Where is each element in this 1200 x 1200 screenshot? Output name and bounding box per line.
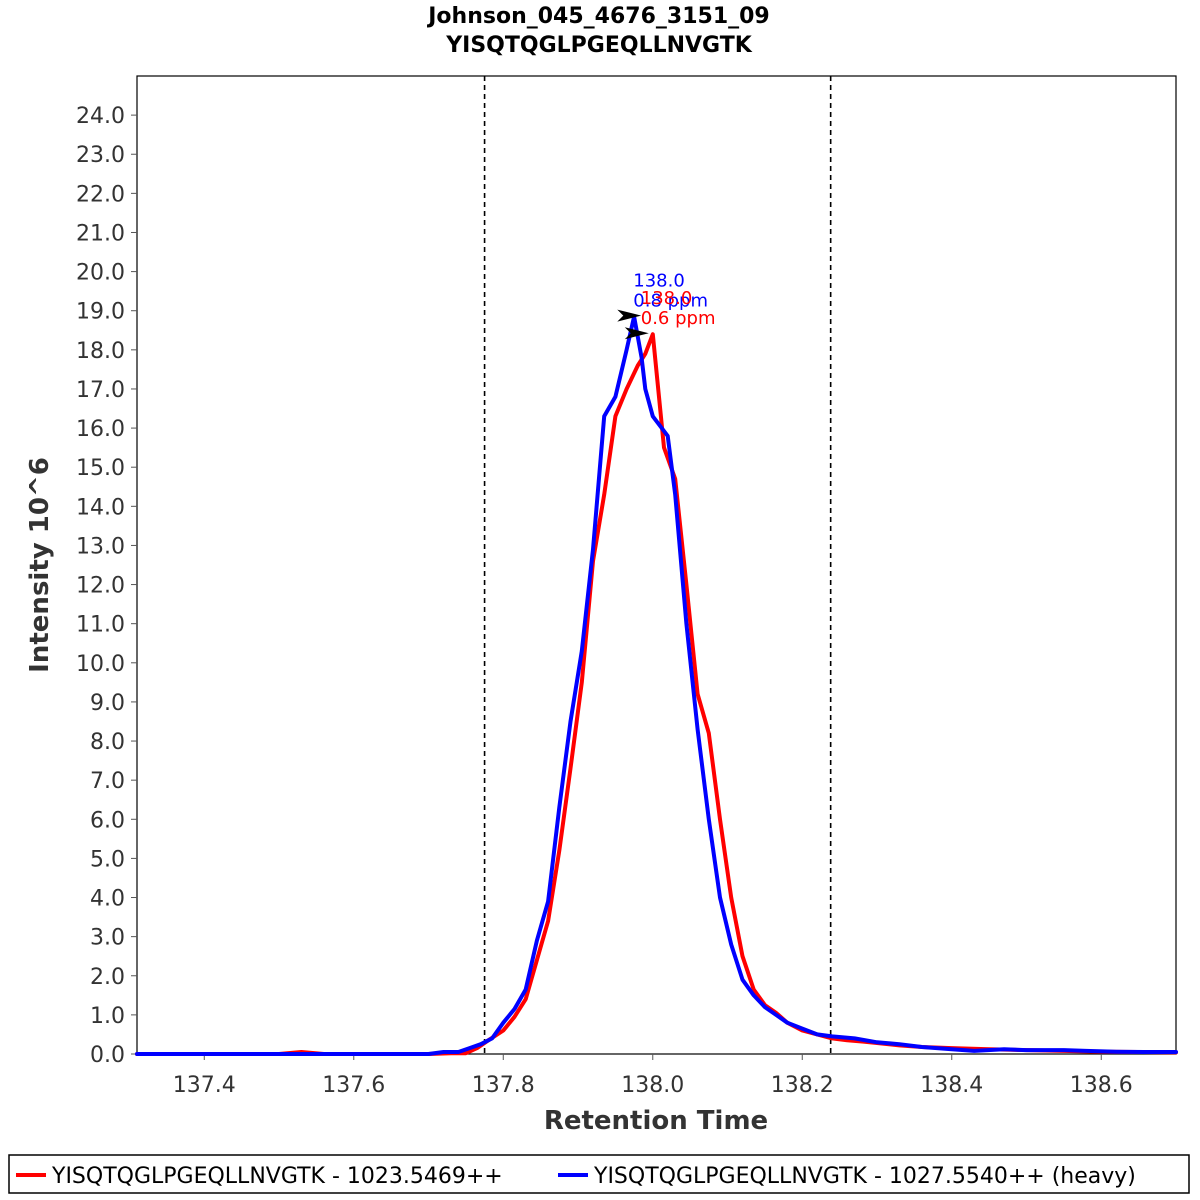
y-tick-label: 16.0 bbox=[76, 417, 125, 442]
y-tick-label: 2.0 bbox=[90, 965, 125, 990]
y-tick-label: 9.0 bbox=[90, 691, 125, 716]
peak-ppm-label: 0.6 ppm bbox=[641, 308, 716, 329]
y-tick-label: 4.0 bbox=[90, 887, 125, 912]
peak-ppm-label: 0.8 ppm bbox=[633, 291, 708, 312]
y-tick-label: 19.0 bbox=[76, 300, 125, 325]
y-tick-label: 15.0 bbox=[76, 456, 125, 481]
y-tick-label: 11.0 bbox=[76, 613, 125, 638]
x-tick-label: 138.4 bbox=[920, 1073, 983, 1098]
y-tick-label: 21.0 bbox=[76, 221, 125, 246]
plot-area bbox=[136, 75, 1177, 1055]
x-tick-label: 138.6 bbox=[1070, 1073, 1133, 1098]
x-axis-title: Retention Time bbox=[544, 1106, 768, 1136]
y-tick-label: 23.0 bbox=[76, 143, 125, 168]
x-tick-label: 137.8 bbox=[472, 1073, 535, 1098]
x-tick-label: 138.0 bbox=[621, 1073, 684, 1098]
y-tick-label: 10.0 bbox=[76, 652, 125, 677]
y-tick-label: 3.0 bbox=[90, 926, 125, 951]
peak-rt-label: 138.0 bbox=[641, 288, 693, 309]
y-tick-label: 12.0 bbox=[76, 574, 125, 599]
y-tick-label: 18.0 bbox=[76, 339, 125, 364]
peak-rt-label: 138.0 bbox=[633, 271, 685, 292]
y-tick-label: 8.0 bbox=[90, 730, 125, 755]
legend-label-heavy: YISQTQGLPGEQLLNVGTK - 1027.5540++ (heavy… bbox=[593, 1164, 1136, 1189]
y-tick-label: 0.0 bbox=[90, 1043, 125, 1068]
chart-title: Johnson_045_4676_3151_09 bbox=[426, 4, 770, 29]
legend: YISQTQGLPGEQLLNVGTK - 1023.5469++ YISQTQ… bbox=[8, 1154, 1190, 1194]
series-lines bbox=[135, 314, 1178, 1056]
y-axis: 0.0 1.0 2.0 3.0 4.0 5.0 6.0 7.0 8.0 9.0 10.0 11.0 12… bbox=[76, 104, 137, 1068]
peak-arrow bbox=[617, 309, 642, 322]
y-tick-label: 7.0 bbox=[90, 769, 125, 794]
legend-box bbox=[8, 1154, 1190, 1194]
y-tick-label: 6.0 bbox=[90, 808, 125, 833]
y-tick-label: 1.0 bbox=[90, 1004, 125, 1029]
chart-subtitle: YISQTQGLPGEQLLNVGTK bbox=[445, 33, 753, 58]
y-tick-label: 5.0 bbox=[90, 847, 125, 872]
x-tick-label: 137.4 bbox=[173, 1073, 236, 1098]
peak-boundaries bbox=[483, 76, 832, 1054]
x-tick-label: 137.6 bbox=[322, 1073, 385, 1098]
x-tick-label: 138.2 bbox=[771, 1073, 834, 1098]
y-tick-label: 14.0 bbox=[76, 495, 125, 520]
peak-arrow bbox=[624, 327, 649, 340]
y-tick-label: 24.0 bbox=[76, 104, 125, 129]
y-tick-label: 13.0 bbox=[76, 534, 125, 559]
x-axis: 137.4 137.6 137.8 138.0 138.2 138.4 138.6 bbox=[173, 1054, 1133, 1098]
y-axis-title: Intensity 10^6 bbox=[25, 457, 55, 673]
y-tick-label: 17.0 bbox=[76, 378, 125, 403]
y-tick-label: 22.0 bbox=[76, 182, 125, 207]
series-line-heavy bbox=[135, 314, 1178, 1056]
y-tick-label: 20.0 bbox=[76, 261, 125, 286]
legend-label-light: YISQTQGLPGEQLLNVGTK - 1023.5469++ bbox=[51, 1164, 503, 1189]
